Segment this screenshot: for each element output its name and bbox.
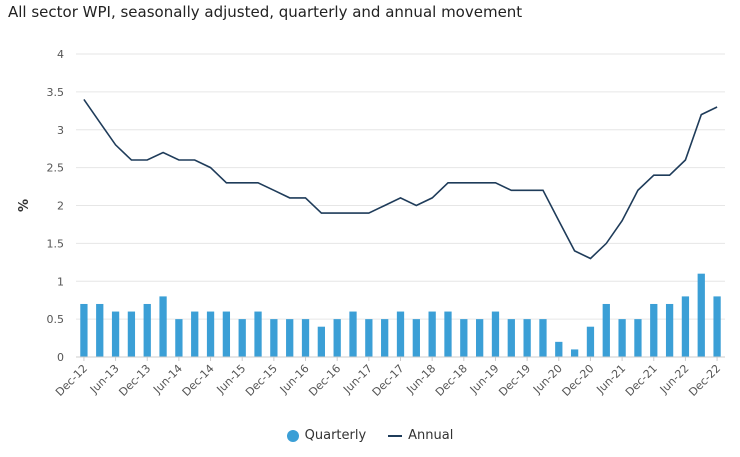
y-tick-label: 2.5 bbox=[47, 162, 65, 175]
x-tick-label: Jun-13 bbox=[87, 362, 122, 397]
quarterly-bar-Dec-21[interactable] bbox=[650, 303, 658, 357]
quarterly-bar-Sep-16[interactable] bbox=[317, 326, 325, 357]
quarterly-bar-Mar-16[interactable] bbox=[286, 319, 294, 357]
annual-line-icon bbox=[388, 434, 403, 437]
x-tick-label: Jun-15 bbox=[214, 362, 249, 397]
quarterly-bar-Mar-22[interactable] bbox=[665, 303, 674, 357]
quarterly-bar-Mar-19[interactable] bbox=[476, 319, 484, 357]
quarterly-bar-Sep-14[interactable] bbox=[191, 311, 199, 357]
x-tick-label: Jun-18 bbox=[404, 362, 439, 397]
quarterly-bar-Mar-15[interactable] bbox=[222, 311, 231, 357]
x-tick-label: Dec-20 bbox=[560, 362, 597, 399]
x-tick-label: Dec-19 bbox=[496, 362, 533, 399]
quarterly-bar-Mar-20[interactable] bbox=[539, 319, 547, 357]
x-tick-label: Dec-15 bbox=[243, 362, 280, 399]
quarterly-bar-Mar-21[interactable] bbox=[602, 303, 610, 357]
quarterly-bar-Sep-21[interactable] bbox=[634, 319, 642, 357]
quarterly-bar-Dec-22[interactable] bbox=[713, 296, 721, 357]
quarterly-bar-Dec-15[interactable] bbox=[270, 319, 278, 357]
quarterly-bar-Mar-17[interactable] bbox=[349, 311, 357, 357]
legend-item-quarterly[interactable]: Quarterly bbox=[286, 428, 367, 443]
quarterly-bar-Dec-18[interactable] bbox=[460, 319, 468, 357]
y-tick-label: 3.5 bbox=[47, 86, 65, 99]
x-tick-label: Jun-17 bbox=[340, 362, 375, 397]
gridlines bbox=[76, 53, 725, 320]
quarterly-bar-Dec-14[interactable] bbox=[206, 311, 215, 357]
x-tick-label: Jun-21 bbox=[593, 362, 628, 397]
quarterly-bar-Dec-16[interactable] bbox=[333, 319, 341, 357]
annual-line bbox=[83, 98, 718, 260]
quarterly-bar-Jun-16[interactable] bbox=[301, 319, 310, 357]
quarterly-bar-Sep-17[interactable] bbox=[381, 319, 389, 357]
legend-item-annual[interactable]: Annual bbox=[388, 428, 453, 443]
y-tick-label: 4 bbox=[57, 48, 64, 61]
quarterly-bar-Dec-19[interactable] bbox=[523, 319, 531, 357]
x-tick-label: Dec-13 bbox=[116, 362, 153, 399]
wpi-chart: 00.511.522.533.54 % Dec-12Jun-13Dec-13Ju… bbox=[17, 48, 725, 399]
legend: Quarterly Annual bbox=[0, 428, 740, 443]
quarterly-bar-Jun-17[interactable] bbox=[365, 319, 373, 357]
quarterly-bar-Jun-13[interactable] bbox=[111, 311, 120, 357]
quarterly-bar-Sep-20[interactable] bbox=[570, 349, 579, 357]
quarterly-bar-Dec-17[interactable] bbox=[396, 311, 405, 357]
quarterly-bar-Sep-19[interactable] bbox=[507, 319, 515, 357]
x-tick-label: Dec-12 bbox=[53, 362, 90, 399]
quarterly-dot-icon bbox=[286, 429, 299, 442]
y-axis-ticks: 0 0.5 1 1.5 2 2.5 3 3.5 4 bbox=[47, 48, 65, 364]
quarterly-bars bbox=[80, 273, 721, 357]
y-tick-label: 2 bbox=[57, 200, 64, 213]
y-tick-label: 3 bbox=[57, 124, 64, 137]
quarterly-bar-Mar-13[interactable] bbox=[96, 303, 104, 357]
x-tick-label: Dec-17 bbox=[370, 362, 407, 399]
quarterly-bar-Jun-22[interactable] bbox=[681, 296, 690, 357]
quarterly-bar-Sep-22[interactable] bbox=[697, 273, 705, 357]
y-tick-label: 1.5 bbox=[47, 237, 65, 250]
y-tick-label: 0.5 bbox=[47, 313, 65, 326]
x-tick-label: Jun-16 bbox=[277, 362, 312, 397]
x-tick-label: Dec-14 bbox=[180, 362, 217, 399]
quarterly-bar-Sep-15[interactable] bbox=[254, 311, 262, 357]
x-tick-label: Dec-21 bbox=[623, 362, 660, 399]
quarterly-bar-Jun-18[interactable] bbox=[428, 311, 436, 357]
quarterly-bar-Jun-20[interactable] bbox=[555, 341, 563, 357]
x-tick-label: Jun-20 bbox=[530, 362, 565, 397]
x-axis-ticks: Dec-12Jun-13Dec-13Jun-14Dec-14Jun-15Dec-… bbox=[53, 357, 723, 399]
quarterly-bar-Dec-13[interactable] bbox=[143, 303, 151, 357]
y-axis-title: % bbox=[17, 199, 32, 212]
quarterly-bar-Mar-14[interactable] bbox=[159, 296, 167, 357]
legend-label-quarterly: Quarterly bbox=[304, 428, 367, 443]
quarterly-bar-Dec-12[interactable] bbox=[80, 303, 88, 357]
x-tick-label: Jun-22 bbox=[657, 362, 692, 397]
x-tick-label: Dec-18 bbox=[433, 362, 470, 399]
quarterly-bar-Sep-18[interactable] bbox=[444, 311, 452, 357]
x-tick-label: Jun-14 bbox=[150, 362, 185, 397]
legend-label-annual: Annual bbox=[408, 428, 454, 443]
quarterly-bar-Dec-20[interactable] bbox=[586, 326, 595, 357]
quarterly-bar-Jun-19[interactable] bbox=[491, 311, 500, 357]
quarterly-bar-Jun-14[interactable] bbox=[175, 319, 183, 357]
chart-title: All sector WPI, seasonally adjusted, qua… bbox=[8, 3, 523, 21]
x-tick-label: Dec-22 bbox=[686, 362, 723, 399]
quarterly-bar-Jun-21[interactable] bbox=[618, 319, 626, 357]
x-tick-label: Dec-16 bbox=[306, 362, 343, 399]
y-tick-label: 0 bbox=[57, 351, 64, 364]
quarterly-bar-Sep-13[interactable] bbox=[127, 311, 136, 357]
y-tick-label: 1 bbox=[57, 275, 64, 288]
quarterly-bar-Jun-15[interactable] bbox=[238, 319, 246, 357]
quarterly-bar-Mar-18[interactable] bbox=[412, 319, 420, 357]
x-tick-label: Jun-19 bbox=[467, 362, 502, 397]
